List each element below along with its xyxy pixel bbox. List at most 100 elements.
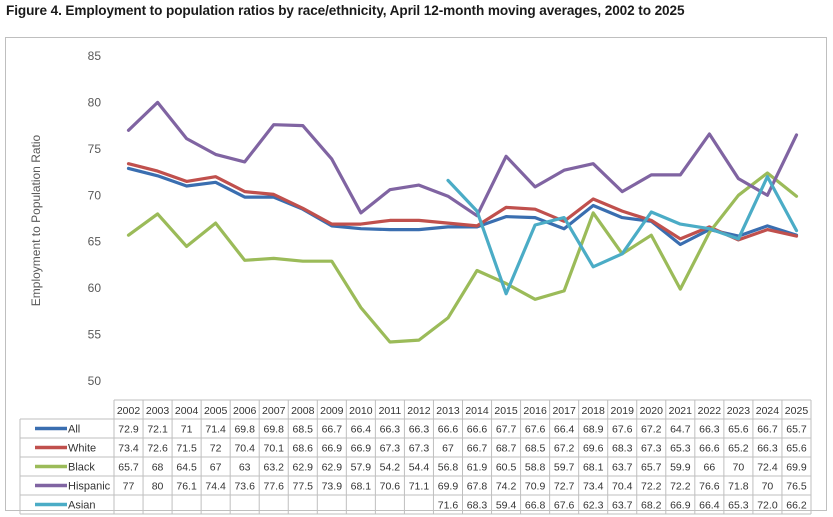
data-label: 56.8: [438, 462, 459, 474]
data-label: 66.4: [699, 500, 720, 512]
data-label: 63: [239, 462, 251, 474]
data-label: 69.9: [438, 481, 459, 493]
data-label: 65.2: [728, 443, 749, 455]
data-label: 70: [762, 481, 774, 493]
series-line-hispanic: [126, 100, 799, 218]
data-label: 70.4: [612, 481, 633, 493]
series-line-black: [126, 171, 799, 344]
data-label: 70.6: [380, 481, 401, 493]
x-tick-label: 2023: [727, 405, 751, 417]
data-label: 54.2: [380, 462, 401, 474]
legend-label-hispanic: Hispanic: [68, 481, 111, 493]
data-label: 69.6: [583, 443, 604, 455]
data-label: 65.7: [786, 424, 807, 436]
data-label: 68.7: [496, 443, 517, 455]
data-label: 65.6: [786, 443, 807, 455]
x-tick-label: 2011: [379, 405, 402, 417]
legend-label-all: All: [68, 424, 80, 436]
data-label: 72: [210, 443, 222, 455]
data-label: 76.5: [786, 481, 807, 493]
data-label: 66.4: [351, 424, 372, 436]
x-tick-label: 2007: [262, 405, 286, 417]
x-tick-label: 2018: [582, 405, 606, 417]
figure-title: Figure 4. Employment to population ratio…: [6, 3, 685, 18]
data-label: 67.2: [641, 424, 662, 436]
data-label: 72.9: [118, 424, 139, 436]
series-line-asian: [446, 175, 799, 296]
x-tick-label: 2019: [611, 405, 635, 417]
data-label: 73.4: [118, 443, 139, 455]
data-label: 68.1: [351, 481, 372, 493]
chart-frame: [5, 37, 827, 511]
y-tick-label: 55: [88, 328, 102, 342]
data-label: 68.3: [467, 500, 488, 512]
data-label: 67.3: [641, 443, 662, 455]
data-label: 66.6: [467, 424, 488, 436]
data-label: 77.5: [293, 481, 314, 493]
data-label: 76.1: [176, 481, 197, 493]
data-label: 65.3: [728, 500, 749, 512]
data-label: 69.9: [786, 462, 807, 474]
data-label: 69.8: [264, 424, 285, 436]
x-tick-label: 2015: [494, 405, 518, 417]
data-label: 66.3: [380, 424, 401, 436]
data-label: 68.6: [293, 443, 314, 455]
legend-label-black: Black: [68, 462, 95, 474]
data-label: 76.6: [699, 481, 720, 493]
x-tick-label: 2017: [552, 405, 576, 417]
data-label: 72.4: [757, 462, 778, 474]
x-tick-label: 2024: [756, 405, 780, 417]
data-label: 65.7: [118, 462, 139, 474]
data-label: 62.9: [322, 462, 343, 474]
x-tick-label: 2012: [407, 405, 431, 417]
data-label: 66.6: [438, 424, 459, 436]
data-label: 67.2: [554, 443, 575, 455]
data-label: 64.5: [176, 462, 197, 474]
data-label: 70.4: [234, 443, 255, 455]
data-label: 62.3: [583, 500, 604, 512]
y-tick-label: 50: [88, 374, 102, 388]
data-label: 61.9: [467, 462, 488, 474]
x-tick-label: 2005: [204, 405, 228, 417]
data-label: 67: [442, 443, 454, 455]
data-label: 66.9: [351, 443, 372, 455]
x-tick-label: 2003: [146, 405, 170, 417]
x-tick-label: 2021: [669, 405, 693, 417]
data-label: 59.4: [496, 500, 517, 512]
data-label: 68.9: [583, 424, 604, 436]
data-label: 67.6: [554, 500, 575, 512]
data-label: 65.3: [670, 443, 691, 455]
x-tick-label: 2010: [349, 405, 373, 417]
x-tick-label: 2004: [175, 405, 199, 417]
data-label: 63.7: [612, 500, 633, 512]
data-label: 73.4: [583, 481, 604, 493]
data-label: 54.4: [409, 462, 430, 474]
x-tick-label: 2009: [320, 405, 344, 417]
data-label: 68: [152, 462, 164, 474]
data-label: 66: [704, 462, 716, 474]
data-label: 71.5: [176, 443, 197, 455]
series-line-all: [126, 166, 799, 247]
data-label: 77: [123, 481, 135, 493]
x-tick-label: 2006: [233, 405, 257, 417]
data-label: 68.5: [293, 424, 314, 436]
data-label: 71.6: [438, 500, 459, 512]
data-label: 66.9: [670, 500, 691, 512]
data-label: 63.2: [264, 462, 285, 474]
data-label: 66.7: [322, 424, 343, 436]
data-label: 66.4: [554, 424, 575, 436]
data-label: 66.7: [467, 443, 488, 455]
data-label: 66.3: [409, 424, 430, 436]
data-label: 67.6: [612, 424, 633, 436]
x-tick-label: 2014: [465, 405, 489, 417]
data-label: 66.8: [525, 500, 546, 512]
data-label: 66.7: [757, 424, 778, 436]
data-label: 72.1: [147, 424, 168, 436]
y-tick-label: 80: [88, 95, 102, 109]
data-label: 72.6: [147, 443, 168, 455]
data-label: 67.3: [380, 443, 401, 455]
data-label: 74.2: [496, 481, 517, 493]
data-label: 72.7: [554, 481, 575, 493]
legend-label-asian: Asian: [68, 500, 96, 512]
